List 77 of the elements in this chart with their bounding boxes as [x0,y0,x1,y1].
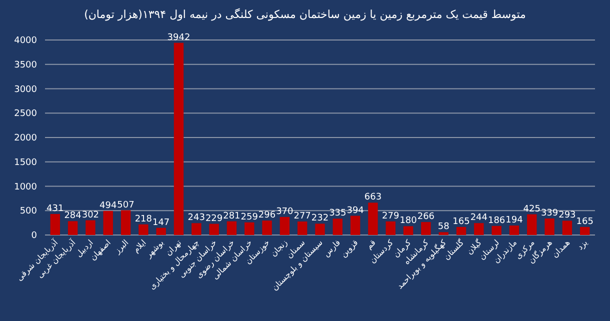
bar [438,232,448,235]
data-label: 293 [558,210,576,221]
data-label: 302 [82,210,100,220]
y-tick-label: 3500 [14,60,38,70]
bar [368,202,378,235]
y-tick-label: 4000 [14,36,38,46]
data-label: 394 [346,206,364,216]
data-label: 266 [417,212,435,222]
data-label: 186 [488,216,506,226]
y-tick-label: 2000 [14,134,38,144]
bar [297,221,308,235]
x-tick-label: یزد [576,238,590,252]
y-tick-label: 500 [20,206,38,217]
y-tick-label: 1000 [14,182,38,192]
y-tick-label: 2500 [14,109,38,120]
data-label: 425 [523,204,540,214]
bar [562,220,572,235]
bar [386,221,396,235]
bar [86,220,96,235]
x-tick-label: البرز [112,238,130,256]
data-label: 279 [382,211,400,222]
bar [492,226,502,235]
x-tick-label: گیلان [464,237,484,256]
data-label: 58 [438,222,450,232]
bar [120,210,131,235]
bar [262,220,272,235]
data-label: 232 [311,214,329,224]
x-tick-label: زنجان [268,238,290,258]
data-label: 218 [134,214,152,224]
data-label: 431 [46,204,64,214]
bar [209,224,219,235]
bar [527,214,537,235]
bar [68,221,78,235]
data-label: 663 [364,192,382,203]
data-label: 284 [64,211,82,222]
bar [403,226,414,235]
bar [580,226,590,235]
chart-title: متوسط قیمت یک مترمربع زمین یا زمین ساختمان مسکونی کلنگی در نیمه اول ۱۳۹۴(هزار تومان) [84,8,526,21]
data-label: 229 [205,214,223,224]
bar [244,222,254,235]
data-label: 165 [452,216,470,227]
bar [50,214,60,235]
data-label: 339 [540,208,558,218]
data-label: 3942 [167,32,190,43]
data-label: 180 [400,216,418,226]
data-label: 259 [240,212,258,222]
bar [280,216,290,235]
bar [421,222,431,235]
data-label: 277 [294,211,311,222]
bar [509,226,520,235]
data-label: 194 [506,216,524,226]
bar [315,224,325,235]
data-label: 243 [188,213,205,224]
y-tick-label: 0 [31,231,38,241]
data-label: 370 [276,206,294,217]
x-tick-label: ایلام [131,238,148,254]
bar [156,228,166,235]
bar [138,224,148,235]
data-label: 335 [329,208,346,219]
data-label: 244 [470,213,488,224]
bar [332,218,343,235]
y-tick-label: 1500 [14,158,38,168]
bar [474,223,484,235]
bar [456,226,466,235]
y-tick-label: 3000 [14,84,38,95]
bar [544,218,554,235]
bar [174,42,184,235]
bar [350,216,360,235]
bar [103,210,113,235]
data-label: 281 [223,211,240,222]
data-label: 165 [576,216,594,227]
bar [192,223,202,235]
data-label: 147 [152,218,170,228]
data-label: 507 [117,200,134,210]
data-label: 296 [258,210,276,221]
bar [226,221,237,235]
data-label: 494 [100,200,117,211]
